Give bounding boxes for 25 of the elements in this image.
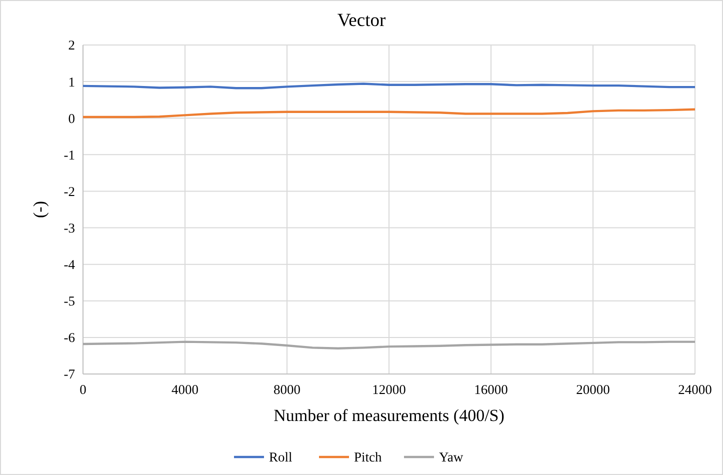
y-tick-label: -2 [64, 184, 75, 199]
y-tick-label: 2 [68, 38, 75, 53]
chart-title: Vector [337, 11, 386, 31]
x-tick-label: 4000 [172, 382, 199, 397]
legend-label: Pitch [354, 450, 382, 465]
legend-label: Yaw [439, 450, 464, 465]
x-tick-label: 12000 [372, 382, 406, 397]
y-tick-label: -1 [64, 147, 75, 162]
y-tick-label: -5 [64, 294, 76, 309]
legend-label: Roll [269, 450, 293, 465]
x-tick-label: 20000 [576, 382, 610, 397]
x-tick-label: 16000 [474, 382, 508, 397]
y-tick-label: 0 [68, 110, 76, 126]
y-tick-label: -3 [64, 220, 76, 236]
line-series [82, 108, 696, 118]
x-tick-label: 24000 [678, 382, 712, 397]
y-tick-label: -7 [64, 366, 76, 382]
line-series [82, 340, 696, 350]
x-tick-label: 8000 [274, 382, 301, 397]
y-tick-label: 1 [68, 74, 75, 90]
y-tick-label: -6 [64, 330, 76, 346]
x-tick-label: 0 [80, 382, 87, 397]
y-tick-label: -4 [64, 257, 76, 272]
x-axis-title: Number of measurements (400/S) [274, 406, 504, 425]
y-axis-title: (-) [30, 201, 49, 218]
